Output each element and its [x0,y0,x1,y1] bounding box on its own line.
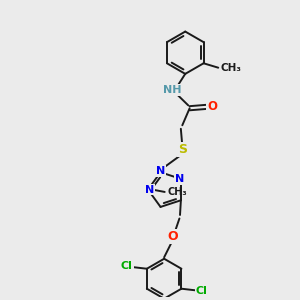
Text: S: S [178,143,187,156]
Text: CH₃: CH₃ [167,187,187,197]
Text: Cl: Cl [196,286,207,296]
Text: O: O [207,100,217,113]
Text: CH₃: CH₃ [220,63,241,73]
Text: Cl: Cl [121,261,133,272]
Text: O: O [168,230,178,243]
Text: NH: NH [163,85,181,95]
Text: N: N [175,174,184,184]
Text: N: N [145,184,154,195]
Text: N: N [156,166,165,176]
